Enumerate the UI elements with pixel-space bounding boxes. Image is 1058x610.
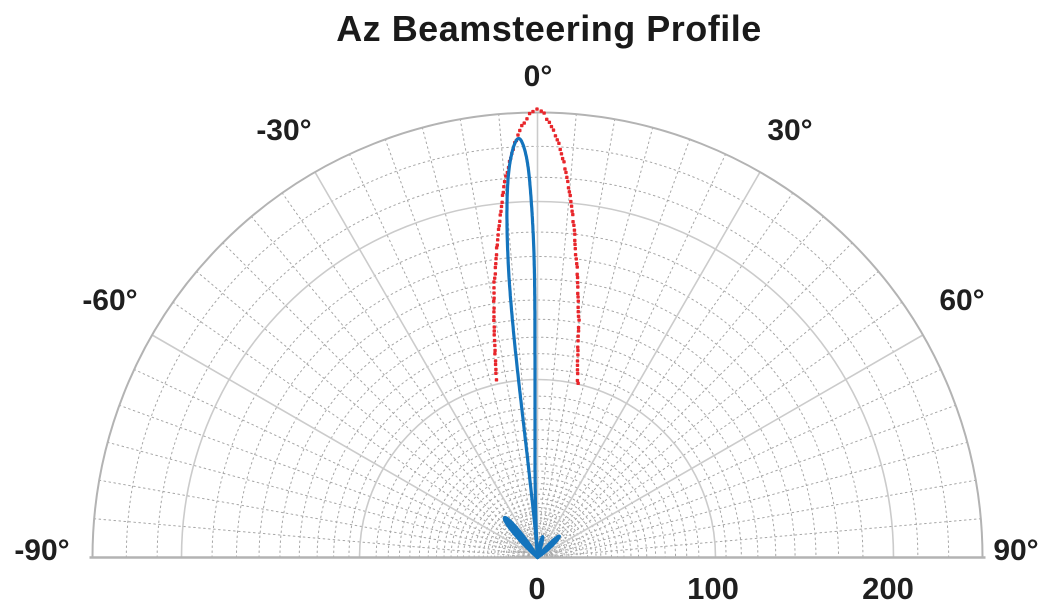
angle-label-neg90: -90°: [14, 534, 70, 567]
r-tick-0: 0: [528, 571, 546, 606]
angle-label-0: 0°: [523, 60, 553, 93]
r-tick-100: 100: [687, 571, 739, 606]
angle-label-neg60: -60°: [82, 284, 138, 317]
angle-label-neg30: -30°: [256, 114, 312, 147]
chart-title: Az Beamsteering Profile: [336, 8, 762, 49]
r-tick-200: 200: [862, 571, 914, 606]
angle-label-90: 90°: [993, 534, 1039, 567]
angle-label-60: 60°: [939, 284, 985, 317]
angle-label-30: 30°: [767, 114, 813, 147]
